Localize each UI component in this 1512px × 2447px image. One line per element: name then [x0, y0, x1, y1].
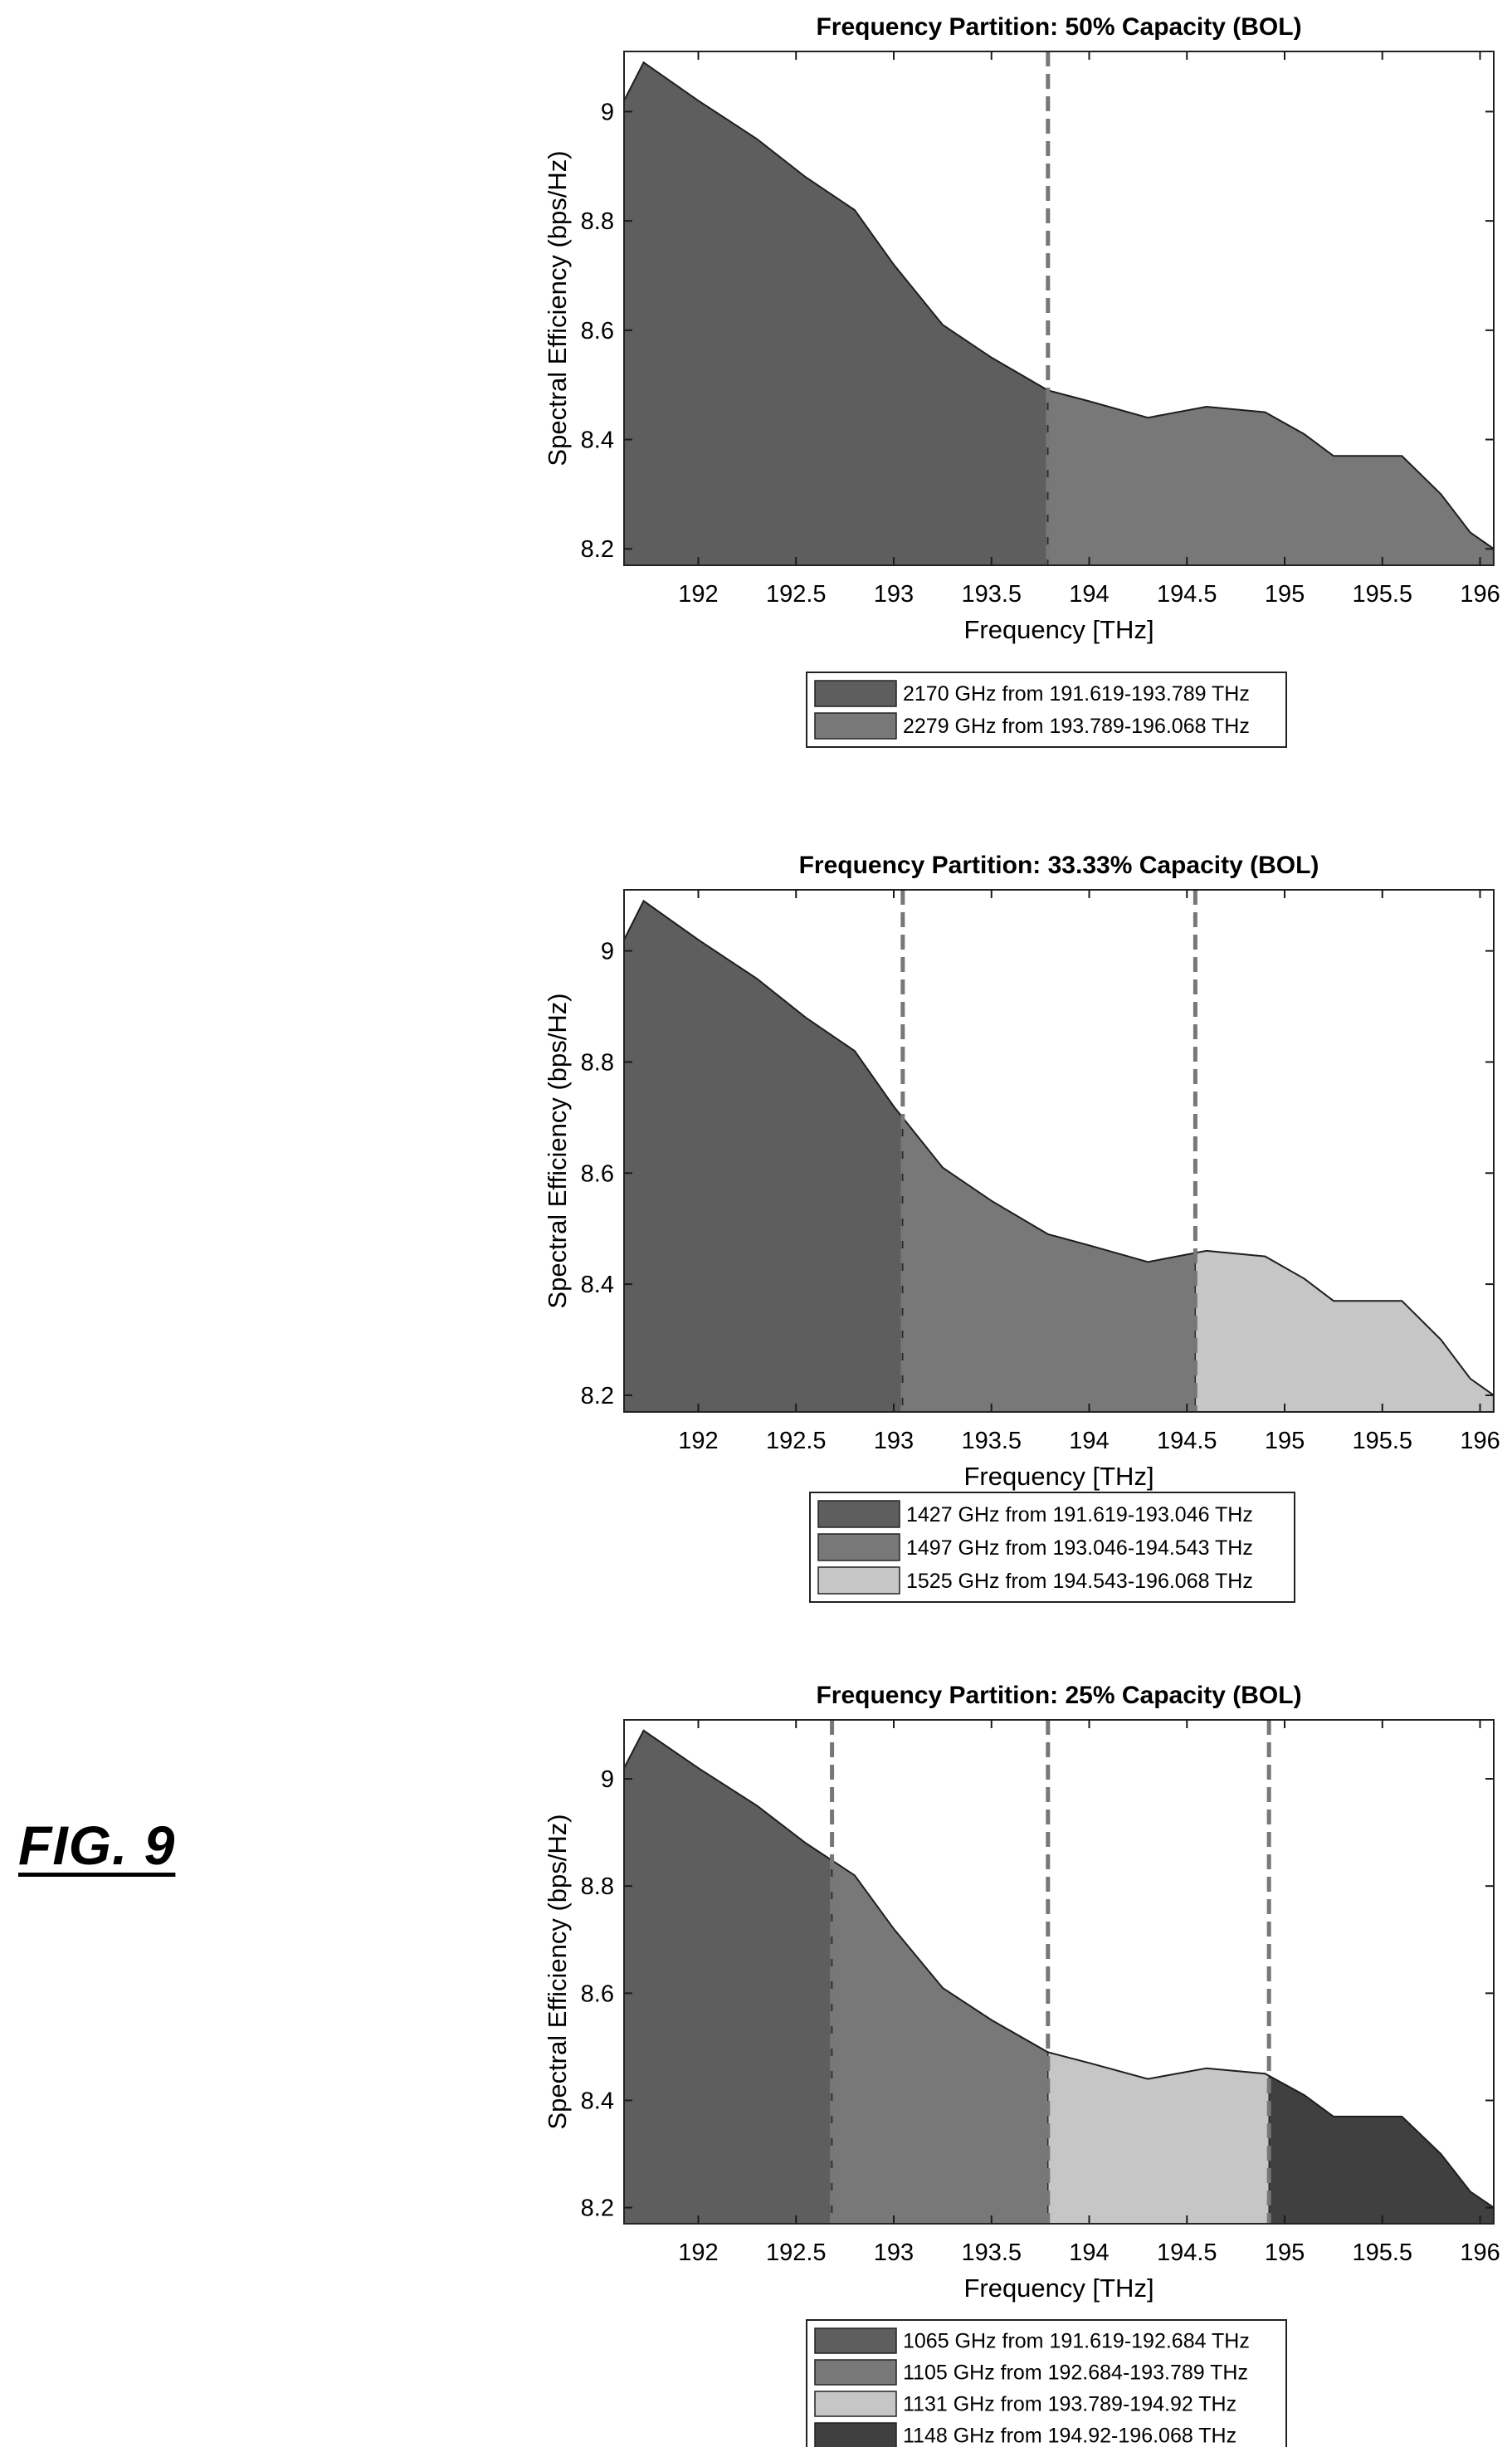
y-tick-label: 8.2	[581, 1383, 614, 1409]
chart-title: Frequency Partition: 33.33% Capacity (BO…	[799, 852, 1319, 879]
legend-swatch-4	[814, 2422, 897, 2447]
x-tick-label: 193	[874, 2239, 914, 2266]
x-tick-label: 195	[1265, 1428, 1305, 1454]
y-tick-label: 8.2	[581, 2195, 614, 2222]
y-axis-label: Spectral Efficiency (bps/Hz)	[543, 993, 572, 1308]
x-tick-label: 193.5	[961, 581, 1022, 608]
x-tick-label: 195.5	[1352, 581, 1412, 608]
y-axis-label: Spectral Efficiency (bps/Hz)	[543, 150, 572, 466]
plot-frame	[623, 51, 1495, 566]
x-tick-label: 192.5	[766, 2239, 827, 2266]
efficiency-curve	[623, 1729, 1495, 2209]
x-tick-label: 193	[874, 1428, 914, 1454]
y-tick-label: 8.6	[581, 318, 614, 344]
area-segment-3	[1047, 2051, 1270, 2225]
x-tick-label: 194	[1069, 2239, 1109, 2266]
y-tick-label: 8.4	[581, 2088, 614, 2114]
y-tick-label: 8.6	[581, 1981, 614, 2007]
plot-frame	[623, 1719, 1495, 2225]
legend-label-3: 1525 GHz from 194.543-196.068 THz	[906, 1570, 1253, 1593]
x-tick-label: 196	[1460, 2239, 1500, 2266]
y-axis-label: Spectral Efficiency (bps/Hz)	[543, 1814, 572, 2129]
chart-25-capacity: Frequency Partition: 25% Capacity (BOL) 1…	[543, 1682, 1500, 2447]
x-tick-label: 192.5	[766, 1428, 827, 1454]
x-tick-label: 194	[1069, 1428, 1109, 1454]
x-tick-label: 194.5	[1157, 1428, 1217, 1454]
y-tick-label: 8.4	[581, 1272, 614, 1298]
efficiency-curve	[623, 899, 1495, 1396]
x-tick-label: 195	[1265, 2239, 1305, 2266]
y-tick-label: 9	[601, 99, 614, 125]
y-tick-label: 8.4	[581, 427, 614, 454]
y-tick-label: 8.6	[581, 1160, 614, 1187]
plot-frame	[623, 889, 1495, 1413]
chart-33-capacity: Frequency Partition: 33.33% Capacity (BO…	[543, 852, 1500, 1603]
figure-label: FIG. 9	[18, 1814, 176, 1876]
x-tick-label: 195.5	[1352, 2239, 1412, 2266]
legend-swatch-3	[814, 2391, 897, 2417]
chart-50-capacity: Frequency Partition: 50% Capacity (BOL) 1…	[543, 13, 1500, 748]
x-tick-label: 194.5	[1157, 581, 1217, 608]
x-axis-label: Frequency [THz]	[963, 615, 1154, 644]
legend-swatch-2	[814, 2359, 897, 2386]
legend-label-2: 2279 GHz from 193.789-196.068 THz	[903, 715, 1250, 738]
chart-title: Frequency Partition: 50% Capacity (BOL)	[816, 13, 1301, 41]
x-axis-label: Frequency [THz]	[963, 2274, 1154, 2303]
y-tick-label: 8.8	[581, 1049, 614, 1076]
x-tick-label: 192	[678, 2239, 718, 2266]
x-tick-label: 193	[874, 581, 914, 608]
legend-swatch-3	[817, 1566, 900, 1595]
legend-label-1: 2170 GHz from 191.619-193.789 THz	[903, 682, 1250, 706]
legend-label-1: 1427 GHz from 191.619-193.046 THz	[906, 1503, 1253, 1526]
x-axis-label: Frequency [THz]	[963, 1462, 1154, 1491]
y-tick-label: 8.8	[581, 208, 614, 235]
y-tick-label: 8.2	[581, 536, 614, 563]
legend-label-4: 1148 GHz from 194.92-196.068 THz	[903, 2424, 1236, 2447]
legend-swatch-1	[817, 1500, 900, 1528]
x-tick-label: 196	[1460, 1428, 1500, 1454]
legend-swatch-1	[814, 680, 897, 707]
y-tick-label: 9	[601, 1766, 614, 1793]
y-tick-label: 9	[601, 939, 614, 965]
y-tick-label: 8.8	[581, 1873, 614, 1900]
x-tick-label: 192	[678, 581, 718, 608]
x-tick-label: 194.5	[1157, 2239, 1217, 2266]
x-tick-label: 192.5	[766, 581, 827, 608]
x-tick-label: 196	[1460, 581, 1500, 608]
x-tick-label: 193.5	[961, 1428, 1022, 1454]
chart-title: Frequency Partition: 25% Capacity (BOL)	[816, 1682, 1301, 1709]
x-tick-label: 194	[1069, 581, 1109, 608]
legend-label-1: 1065 GHz from 191.619-192.684 THz	[903, 2329, 1250, 2352]
legend-swatch-1	[814, 2327, 897, 2354]
legend-swatch-2	[814, 712, 897, 740]
x-tick-label: 195	[1265, 581, 1305, 608]
legend-label-3: 1131 GHz from 193.789-194.92 THz	[903, 2392, 1236, 2415]
legend-swatch-2	[817, 1533, 900, 1561]
legend-label-2: 1105 GHz from 192.684-193.789 THz	[903, 2361, 1248, 2384]
x-tick-label: 192	[678, 1428, 718, 1454]
x-tick-label: 195.5	[1352, 1428, 1412, 1454]
x-tick-label: 193.5	[961, 2239, 1022, 2266]
legend-label-2: 1497 GHz from 193.046-194.543 THz	[906, 1536, 1253, 1560]
efficiency-curve	[623, 61, 1495, 550]
